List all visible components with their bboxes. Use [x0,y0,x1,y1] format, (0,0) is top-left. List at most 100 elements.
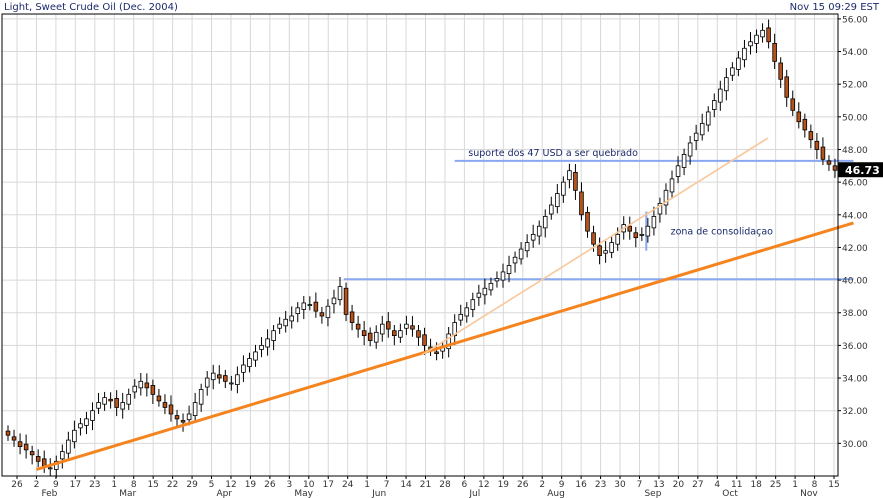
candle-body [11,436,17,441]
x-tick-label: 7 [637,480,643,490]
x-tick-label: 10 [303,480,315,490]
x-tick-label: 1 [792,480,798,490]
candle-body [422,334,427,346]
x-tick-label: 8 [812,480,818,490]
candle-body [488,282,494,291]
candle-body [72,429,77,443]
trendlines [36,137,854,471]
x-tick-label: 17 [323,480,334,490]
x-tick-label: 1 [364,480,370,490]
x-tick-label: 5 [209,480,215,490]
candle-body [66,439,71,454]
candle-body [156,395,162,402]
candle-body [35,456,41,462]
candle-body [766,27,771,43]
candle-body [192,402,198,416]
candle-body [820,146,826,160]
candle-body [204,377,210,388]
candle-body [675,165,681,177]
candle-body [337,286,343,301]
month-label: Sep [644,489,661,498]
y-tick-label: 56.00 [842,15,868,25]
y-tick-label: 52.00 [842,81,868,91]
candle-body [47,467,53,470]
x-tick-label: 24 [342,480,354,490]
candle-body [271,330,276,341]
x-tick-label: 26 [11,480,23,490]
candle-body [108,398,113,402]
y-tick-label: 50.00 [842,113,868,123]
candle-body [549,204,554,215]
candle-body [796,111,802,123]
candle-body [524,242,530,252]
last-price-label: 46.73 [845,164,880,177]
x-tick-label: 23 [595,480,606,490]
candle-body [778,62,783,80]
x-tick-label: 2 [34,480,40,490]
y-tick-label: 42.00 [842,244,868,254]
candle-body [23,443,29,451]
candle-body [555,193,560,208]
candle-body [826,160,832,165]
reference-lines [343,159,854,281]
candle-body [235,374,240,385]
month-label: Aug [547,489,565,498]
candle-body [367,332,373,341]
x-tick-label: 7 [384,480,390,490]
candle-body [102,397,107,405]
month-label: May [294,489,313,498]
y-tick-label: 34.00 [842,375,868,385]
candle-body [790,98,796,111]
x-tick-label: 15 [147,480,158,490]
month-label: Feb [41,489,57,498]
candle-body [651,216,657,229]
candle-body [446,333,451,350]
candle-body [693,132,699,141]
axes: 30.00 32.00 34.00 36.00 38.00 40.00 42.00 44.00… [1,13,868,498]
candle-body [229,382,234,385]
candle-body [416,330,421,338]
candle-body [217,374,222,379]
candle-body [464,307,470,317]
x-tick-label: 14 [400,480,412,490]
candle-body [814,140,820,150]
grid [2,14,838,476]
x-tick-label: 22 [167,480,178,490]
candle-body [144,382,150,389]
candle-body [585,211,590,232]
candle-body [289,315,294,322]
candle-body [687,142,693,157]
candle-body [645,225,651,237]
candle-body [138,380,144,389]
candle-body [319,312,325,317]
candle-body [506,265,512,274]
candle-body [355,323,361,330]
candle-body [343,287,349,315]
candle-body [307,304,313,306]
x-tick-label: 21 [420,480,431,490]
candle-body [295,307,301,314]
candle-body [802,118,808,131]
candle-body [379,323,385,335]
candle-body [591,232,596,245]
x-tick-label: 25 [770,480,781,490]
y-tick-label: 48.00 [842,146,868,156]
candle-body [265,338,270,348]
candle-body [373,331,379,343]
candle-body [736,57,741,70]
candle-body [754,34,759,44]
x-tick-label: 29 [186,480,198,490]
candle-body [784,76,789,98]
candle-body [657,202,663,215]
x-tick-label: 1 [111,480,117,490]
candle-body [663,189,669,206]
candle-body [633,232,639,239]
candles [5,19,838,479]
x-tick-label: 15 [828,480,839,490]
candle-body [573,171,578,191]
month-label: Jun [371,489,386,498]
y-tick-label: 32.00 [842,407,868,417]
candle-body [434,351,439,354]
candle-body [386,321,391,330]
x-tick-label: 8 [131,480,137,490]
